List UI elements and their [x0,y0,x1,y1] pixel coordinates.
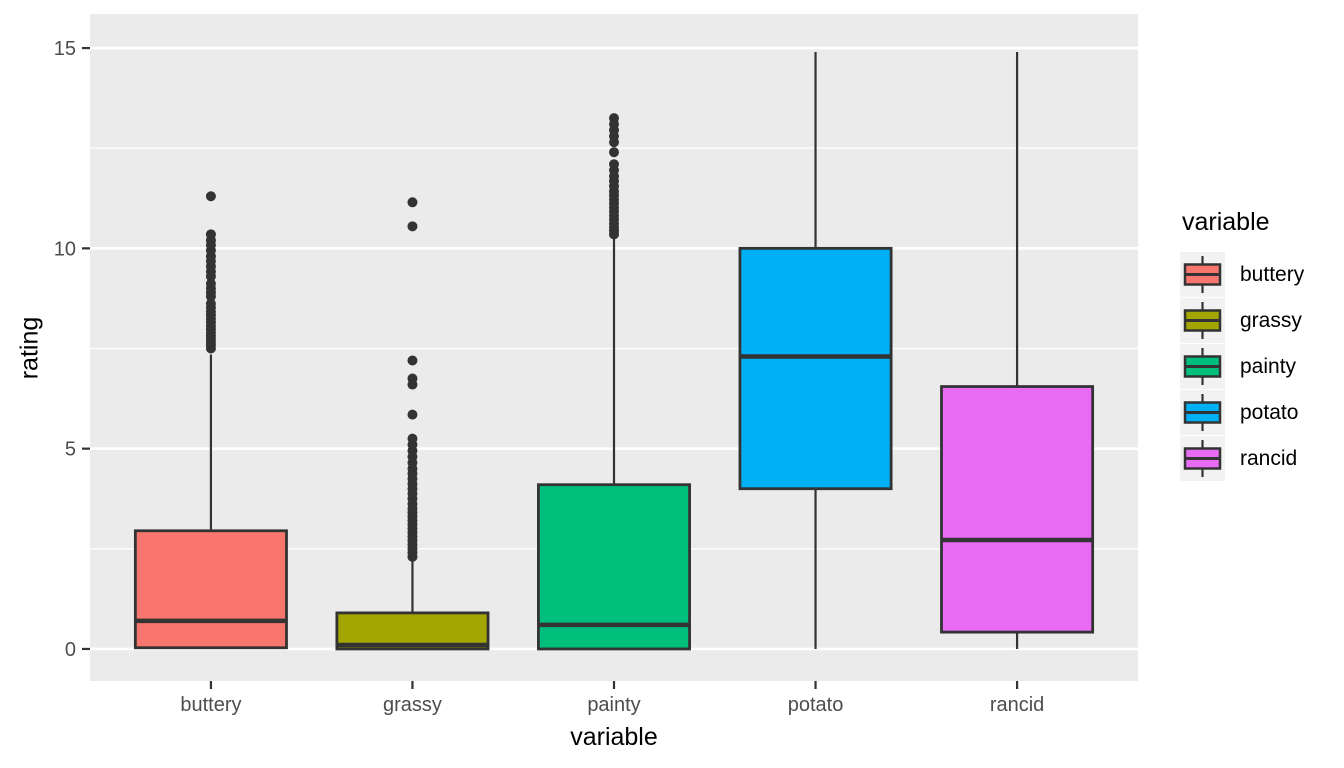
box-potato [738,246,893,491]
boxplot-painty [537,113,691,651]
legend-entry-label: rancid [1240,446,1298,470]
legend-entry-label: grassy [1240,308,1302,332]
x-tick-label-painty: painty [587,694,640,716]
outlier-point [407,197,418,208]
boxplot-rancid [940,52,1095,649]
y-tick-label-0: 0 [65,639,76,661]
box-painty [537,483,691,651]
legend-title: variable [1182,208,1270,236]
legend-key-boxplot-icon [1180,251,1225,297]
legend-key-boxplot-icon [1180,389,1225,435]
legend-entry-label: potato [1240,400,1299,424]
x-tick-label-grassy: grassy [383,694,442,716]
legend-entry-label: painty [1240,354,1297,378]
outlier-point [609,113,619,124]
legend-key-boxplot-icon [1180,435,1225,481]
boxplot-buttery [133,191,288,650]
legend: variable buttery grassy painty potato rancid [1180,208,1304,481]
legend-entry-potato: potato [1180,389,1304,435]
outlier-point [407,409,418,420]
legend-entries: buttery grassy painty potato rancid [1180,251,1304,481]
legend-entry-grassy: grassy [1180,297,1304,343]
x-axis-title: variable [570,723,658,751]
outlier-point [205,278,216,289]
legend-key-boxplot-icon [1180,343,1225,389]
boxplot-potato [738,52,893,649]
boxplot-grassy [335,197,490,651]
legend-key-boxplot-icon [1180,297,1225,343]
x-tick-label-rancid: rancid [990,694,1044,716]
legend-entry-rancid: rancid [1180,435,1304,481]
box-rancid [940,385,1095,634]
outlier-point [205,191,216,202]
outlier-point [407,433,418,444]
legend-entry-buttery: buttery [1180,251,1304,297]
outlier-point [609,147,619,158]
y-axis-title: rating [15,316,44,380]
outlier-point [407,221,418,232]
legend-entry-painty: painty [1180,343,1304,389]
outlier-point [609,159,619,170]
legend-entry-label: buttery [1240,262,1305,286]
y-tick-label-2: 10 [54,238,76,260]
outlier-point [407,355,418,366]
outlier-point [407,373,418,384]
outlier-point [205,229,216,240]
y-tick-label-1: 5 [65,439,76,461]
x-tick-label-buttery: buttery [180,694,241,716]
box-buttery [133,529,288,650]
outlier-point [205,298,216,309]
x-tick-label-potato: potato [788,694,844,716]
y-tick-label-3: 15 [54,38,76,60]
